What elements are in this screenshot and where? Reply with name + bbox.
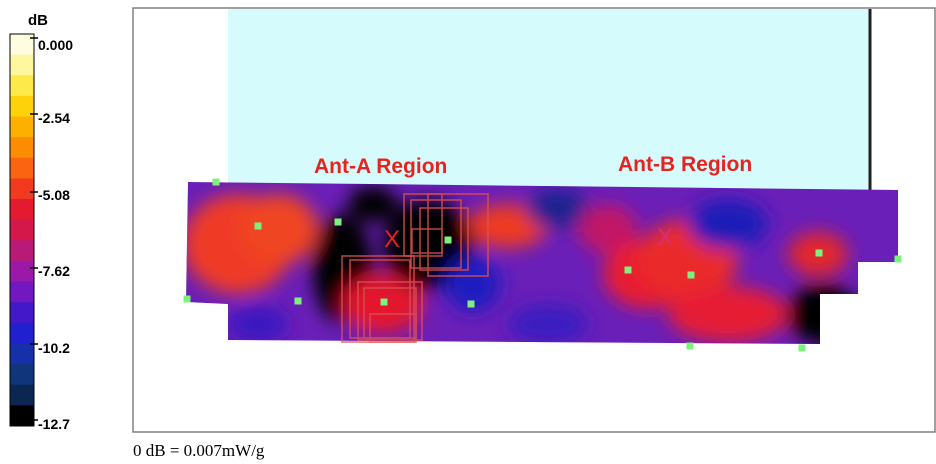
antenna-outline-upper — [403, 193, 489, 277]
colorbar-level — [10, 240, 34, 262]
colorbar-level — [10, 219, 34, 241]
phantom-region — [228, 9, 870, 193]
antenna-outline-lower — [341, 255, 423, 343]
measurement-point — [380, 298, 388, 306]
colorbar-level — [10, 322, 34, 344]
measurement-point — [334, 218, 342, 226]
measurement-point — [686, 342, 694, 350]
colorbar-level — [10, 95, 34, 118]
measurement-point — [212, 178, 220, 186]
measurement-point — [183, 295, 191, 303]
colorbar-level — [10, 281, 34, 303]
colorbar-level — [10, 302, 34, 324]
measurement-point — [624, 266, 632, 274]
sar-distribution-map — [186, 182, 898, 344]
reference-note: 0 dB = 0.007mW/g — [133, 441, 265, 460]
colorbar-level — [10, 343, 34, 365]
colorbar-level — [10, 178, 34, 200]
colorbar-tick-label: -12.7 — [38, 416, 70, 432]
colorbar-tick-label: -2.54 — [38, 110, 70, 126]
measurement-point — [815, 249, 823, 257]
sar-plot — [132, 7, 936, 433]
ant-a-region-label: Ant-A Region — [314, 155, 448, 178]
colorbar-level — [10, 260, 34, 283]
measurement-point — [467, 300, 475, 308]
measurement-point — [444, 236, 452, 244]
colorbar-level — [10, 405, 34, 427]
colorbar-level — [10, 116, 34, 138]
measurement-points — [183, 178, 902, 352]
colorbar-tick-label: -7.62 — [38, 263, 70, 279]
measurement-point — [294, 297, 302, 305]
colorbar-tick-label: -10.2 — [38, 340, 70, 356]
colorbar-level — [10, 137, 34, 159]
measurement-point — [798, 344, 806, 352]
colorbar-level — [10, 75, 34, 97]
colorbar-tick-label: -5.08 — [38, 187, 70, 203]
colorbar-level — [10, 364, 34, 386]
max-marker-x: X — [657, 224, 674, 251]
colorbar-level — [10, 199, 34, 221]
colorbar-level — [10, 157, 34, 179]
colorbar-level — [10, 54, 34, 76]
measurement-point — [254, 222, 262, 230]
ant-b-region-label: Ant-B Region — [618, 153, 753, 176]
colorbar-tick-label: 0.000 — [38, 37, 74, 53]
max-marker-x: X — [384, 226, 401, 253]
colorbar-unit: dB — [28, 12, 48, 29]
colorbar — [9, 33, 38, 427]
colorbar-level — [10, 384, 34, 406]
colorbar-level — [10, 34, 34, 56]
measurement-point — [687, 271, 695, 279]
measurement-point — [894, 255, 902, 263]
